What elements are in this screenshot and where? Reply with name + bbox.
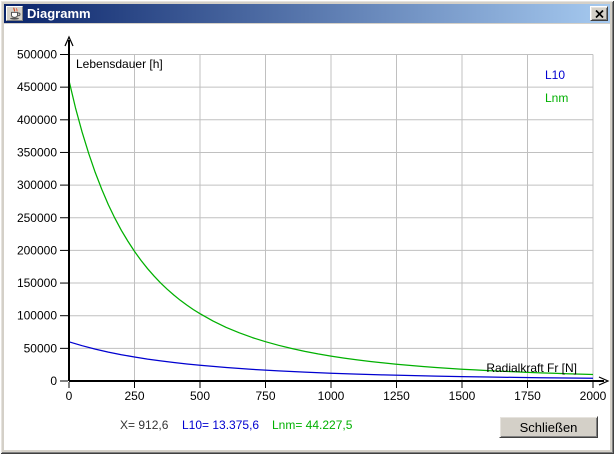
chart-svg[interactable]: 0 250 500 750 1000 1250 1500 1750 2000 0 50000 1000… xyxy=(4,24,610,410)
status-lnm-value: Lnm= 44.227,5 xyxy=(272,418,353,432)
y-tick-label: 100000 xyxy=(17,309,57,323)
x-tick-label: 1500 xyxy=(449,389,476,403)
close-x-icon xyxy=(594,9,604,18)
java-coffee-cup-icon[interactable] xyxy=(6,6,23,21)
x-tick-label: 250 xyxy=(124,389,144,403)
x-tick-label: 1750 xyxy=(514,389,541,403)
y-tick-label: 500000 xyxy=(17,48,57,62)
y-tick-label: 200000 xyxy=(17,243,57,257)
x-tick-label: 0 xyxy=(66,389,73,403)
y-tick-label: 0 xyxy=(50,374,57,388)
status-l10-value: L10= 13.375,6 xyxy=(182,418,260,432)
y-tick-label: 150000 xyxy=(17,276,57,290)
window-title: Diagramm xyxy=(27,6,91,21)
x-tick-label: 1000 xyxy=(318,389,345,403)
close-button[interactable] xyxy=(590,6,608,21)
y-tick-label: 250000 xyxy=(17,211,57,225)
x-tick-label: 750 xyxy=(255,389,275,403)
legend-l10: L10 xyxy=(545,68,566,82)
x-axis-arrow-icon xyxy=(598,376,610,386)
curve-l10 xyxy=(68,341,594,379)
y-tick-label: 400000 xyxy=(17,113,57,127)
y-tick-label: 350000 xyxy=(17,145,57,159)
content-area: 0 250 500 750 1000 1250 1500 1750 2000 0 50000 1000… xyxy=(4,24,610,450)
schliessen-button[interactable]: Schließen xyxy=(499,416,598,438)
curve-lnm xyxy=(68,80,594,376)
y-tick-label: 450000 xyxy=(17,80,57,94)
y-tick-label: 50000 xyxy=(24,341,58,355)
java-coffee-cup-glyph xyxy=(9,7,20,20)
title-bar[interactable]: Diagramm xyxy=(4,4,610,23)
x-tick-label: 2000 xyxy=(580,389,607,403)
legend-lnm: Lnm xyxy=(545,91,569,105)
y-axis-arrow-icon xyxy=(64,35,74,47)
status-cursor-x: X= 912,6 xyxy=(120,418,169,432)
x-axis-title: Radialkraft Fr [N] xyxy=(486,361,577,375)
x-tick-label: 500 xyxy=(190,389,210,403)
y-axis-title: Lebensdauer [h] xyxy=(76,57,163,71)
x-tick-label: 1250 xyxy=(383,389,410,403)
y-tick-label: 300000 xyxy=(17,178,57,192)
